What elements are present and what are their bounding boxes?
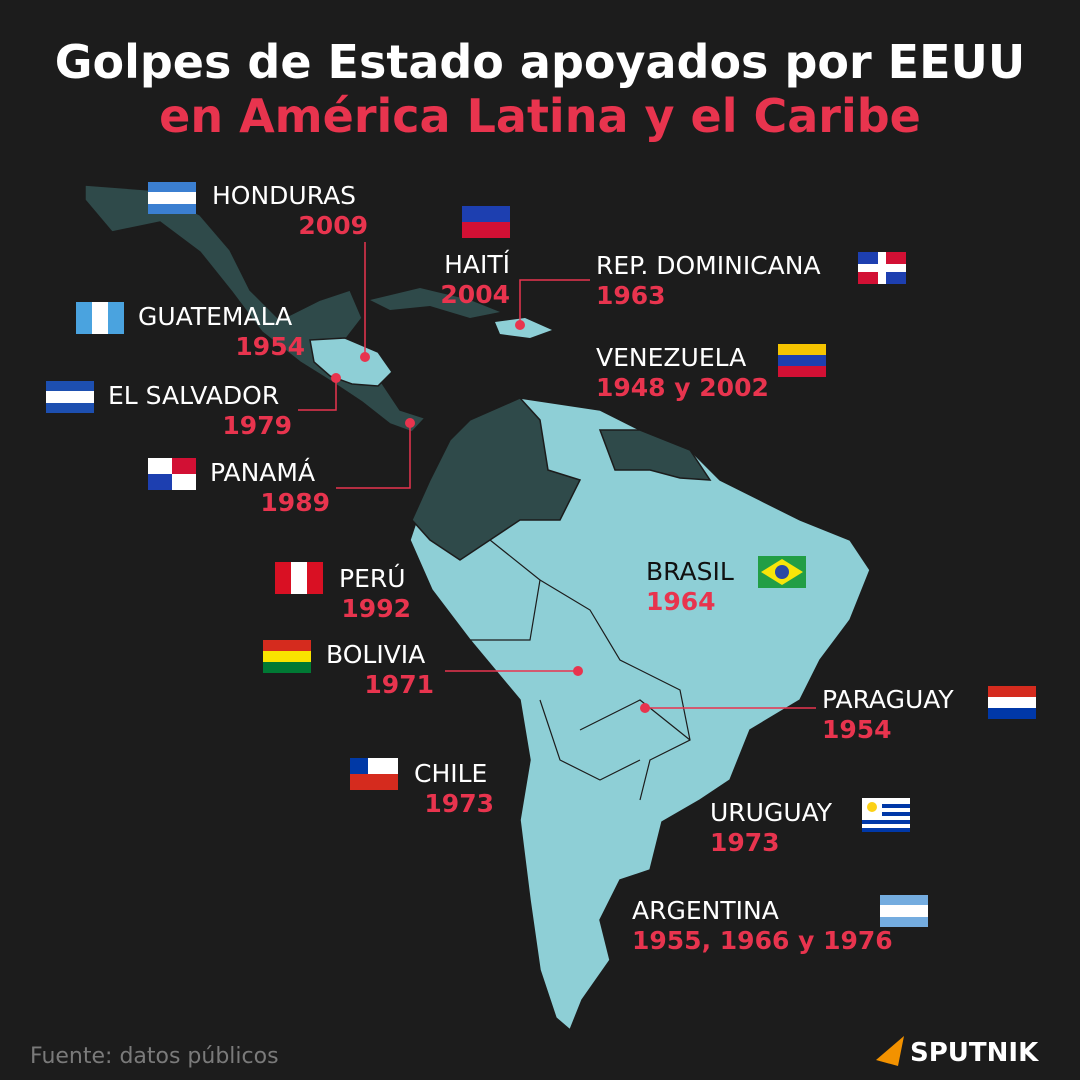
leaders	[298, 242, 816, 713]
pin	[515, 320, 525, 330]
country-name: BRASIL	[646, 557, 734, 586]
country-name: URUGUAY	[710, 798, 833, 827]
country-name: EL SALVADOR	[108, 381, 279, 410]
country-name: VENEZUELA	[596, 343, 746, 372]
country-years: 1979	[222, 411, 292, 440]
country-name: ARGENTINA	[632, 896, 779, 925]
country-years: 1971	[364, 670, 434, 699]
flag-paraguay	[988, 686, 1036, 719]
country-name: PANAMÁ	[210, 458, 315, 487]
title: Golpes de Estado apoyados por EEUU	[55, 35, 1025, 89]
flags	[46, 182, 1036, 927]
flag-guatemala	[76, 302, 124, 334]
country-years: 1948 y 2002	[596, 373, 769, 402]
labels: HONDURAS 2009 HAITÍ 2004 REP. DOMINICANA…	[108, 181, 954, 955]
country-years: 1963	[596, 281, 666, 310]
country-name: HONDURAS	[212, 181, 356, 210]
country-years: 2009	[298, 211, 368, 240]
logo-mark	[876, 1036, 904, 1066]
flag-brasil	[758, 556, 806, 588]
country-name: CHILE	[414, 759, 487, 788]
country-years: 1973	[424, 789, 494, 818]
country-name: PARAGUAY	[822, 685, 954, 714]
logo: SPUTNIK	[910, 1038, 1039, 1068]
country-years: 1964	[646, 587, 716, 616]
leader	[519, 279, 590, 325]
subtitle: en América Latina y el Caribe	[159, 89, 921, 143]
country-name: HAITÍ	[444, 250, 510, 279]
flag-haiti	[462, 206, 510, 238]
flag-peru	[275, 562, 323, 594]
country-name: REP. DOMINICANA	[596, 251, 821, 280]
borders	[470, 539, 691, 801]
country-name: BOLIVIA	[326, 640, 425, 669]
pin	[360, 352, 370, 362]
country-years: 1954	[822, 715, 892, 744]
source: Fuente: datos públicos	[30, 1044, 279, 1069]
flag-panama	[148, 458, 196, 490]
flag-uruguay	[862, 798, 910, 832]
leader	[298, 378, 337, 411]
country-years: 1973	[710, 828, 780, 857]
pin	[640, 703, 650, 713]
flag-chile	[350, 758, 398, 790]
flag-dominicana	[858, 252, 906, 284]
flag-venezuela	[778, 344, 826, 377]
country-years: 1955, 1966 y 1976	[632, 926, 893, 955]
country-years: 1989	[260, 488, 330, 517]
flag-bolivia	[263, 640, 311, 673]
map	[84, 184, 871, 1032]
country-years: 1954	[235, 332, 305, 361]
colombia-ecuador	[411, 397, 582, 561]
south-america	[409, 397, 871, 1032]
pin	[573, 666, 583, 676]
flag-argentina	[880, 895, 928, 927]
leader	[336, 423, 411, 489]
country-years: 2004	[440, 280, 510, 309]
guianas	[598, 429, 712, 481]
country-name: GUATEMALA	[138, 302, 292, 331]
central-america-coups	[309, 337, 393, 387]
flag-honduras	[148, 182, 196, 214]
pin	[331, 373, 341, 383]
flag-el-salvador	[46, 381, 94, 413]
cuba	[370, 288, 500, 318]
country-years: 1992	[341, 594, 411, 623]
country-name: PERÚ	[339, 563, 406, 593]
pin	[405, 418, 415, 428]
